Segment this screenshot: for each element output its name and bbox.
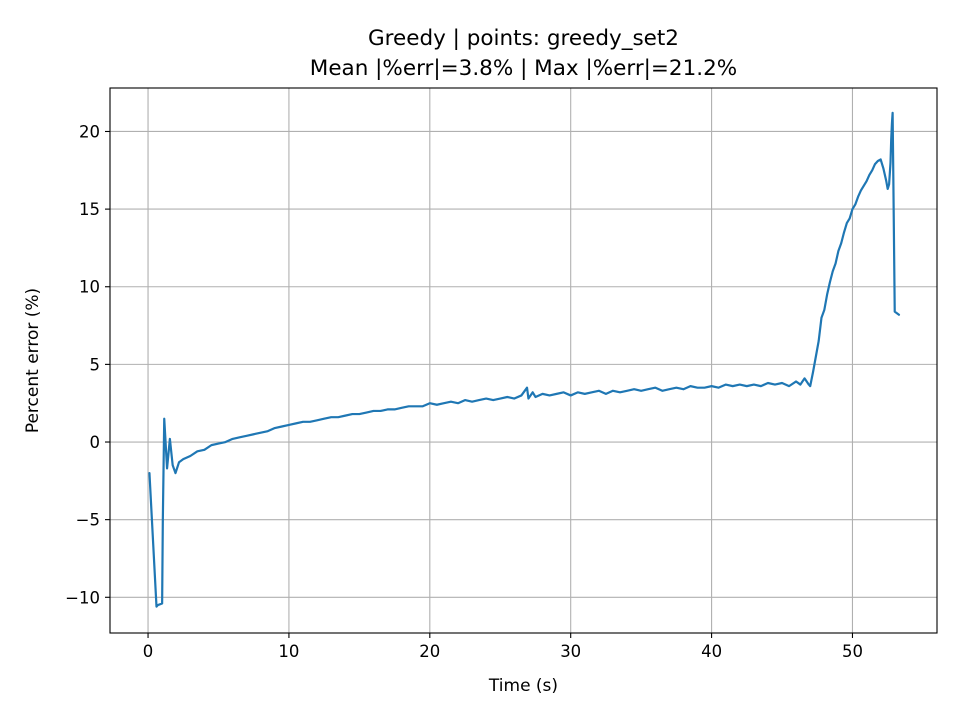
ticks-layer: 0 10 20 30 40 50 −10 −5 0 5 10 15 20 xyxy=(65,122,863,661)
chart-title: Greedy | points: greedy_set2 xyxy=(368,26,679,51)
x-axis-label: Time (s) xyxy=(488,676,558,696)
y-tick-label: 0 xyxy=(90,433,101,452)
y-tick-label: 5 xyxy=(90,355,101,374)
grid-layer xyxy=(110,88,937,633)
x-tick-label: 40 xyxy=(701,642,722,661)
y-tick-label: 15 xyxy=(79,200,100,219)
series-layer xyxy=(148,111,901,608)
x-tick-label: 50 xyxy=(842,642,863,661)
series-line-0 xyxy=(148,111,901,608)
chart-subtitle: Mean |%err|=3.8% | Max |%err|=21.2% xyxy=(310,56,737,81)
x-tick-label: 30 xyxy=(560,642,581,661)
y-tick-label: 20 xyxy=(79,122,100,141)
y-tick-label: 10 xyxy=(79,278,100,297)
x-tick-label: 10 xyxy=(278,642,299,661)
plot-frame xyxy=(109,87,938,634)
x-tick-label: 0 xyxy=(143,642,154,661)
y-axis-label: Percent error (%) xyxy=(23,288,43,433)
y-tick-label: −5 xyxy=(76,511,100,530)
y-tick-label: −10 xyxy=(65,588,100,607)
x-tick-label: 20 xyxy=(419,642,440,661)
